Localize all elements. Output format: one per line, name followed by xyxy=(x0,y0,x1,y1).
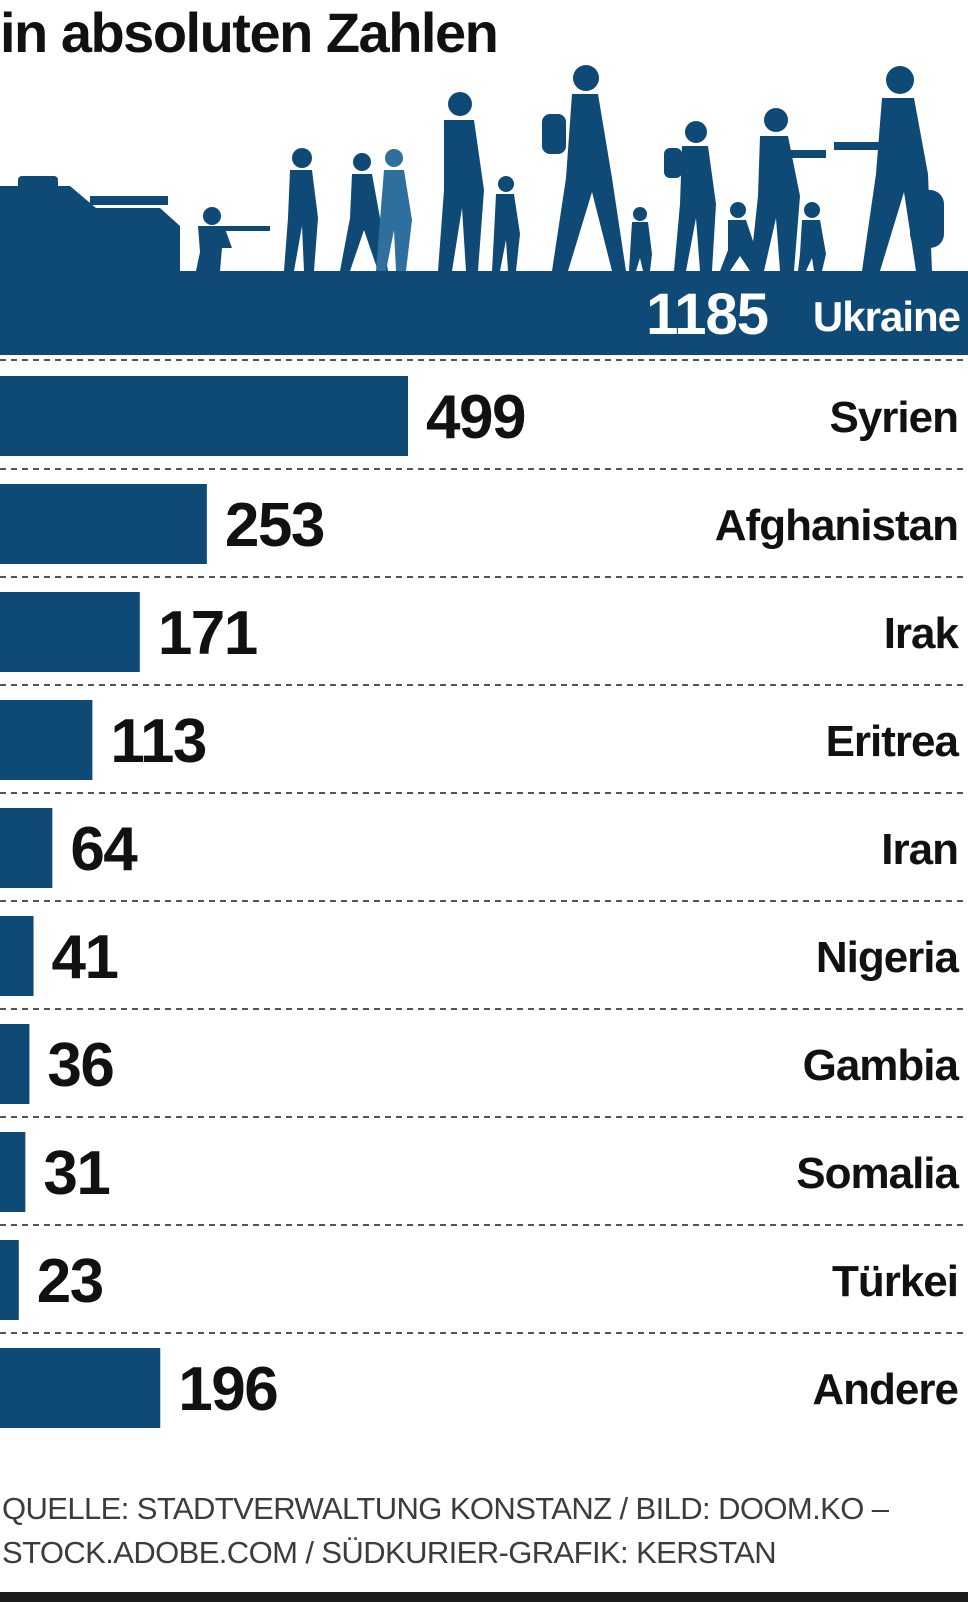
data-label-türkei: 23 xyxy=(37,1247,103,1316)
category-label-gambia: Gambia xyxy=(803,1041,960,1090)
category-label-iran: Iran xyxy=(881,825,958,874)
data-label-andere: 196 xyxy=(178,1355,277,1424)
source-line-1: QUELLE: STADTVERWALTUNG KONSTANZ / BILD:… xyxy=(2,1491,889,1526)
bar-gambia xyxy=(0,1024,30,1104)
data-label-somalia: 31 xyxy=(43,1139,109,1208)
bar-andere xyxy=(0,1348,161,1428)
bar-chart: 499 Syrien 253 Afghanistan 171 Irak 113 Eritrea… xyxy=(0,358,968,1438)
data-label-afghanistan: 253 xyxy=(225,491,324,560)
source-line-2: STOCK.ADOBE.COM / SÜDKURIER-GRAFIK: KERS… xyxy=(2,1535,777,1570)
bar-syrien xyxy=(0,376,408,456)
category-label-irak: Irak xyxy=(884,609,960,658)
bar-irak xyxy=(0,592,140,672)
refugees-walking-illustration xyxy=(0,65,944,271)
highlight-value: 1185 xyxy=(646,282,769,347)
data-label-gambia: 36 xyxy=(47,1031,113,1100)
chart-subtitle: in absoluten Zahlen xyxy=(0,1,499,64)
category-label-afghanistan: Afghanistan xyxy=(715,501,958,550)
data-label-nigeria: 41 xyxy=(52,923,118,992)
bottom-rule xyxy=(0,1592,968,1602)
data-label-irak: 171 xyxy=(158,599,257,668)
data-label-iran: 64 xyxy=(70,815,138,884)
source-credit: QUELLE: STADTVERWALTUNG KONSTANZ / BILD:… xyxy=(2,1487,962,1575)
bar-iran xyxy=(0,808,53,888)
category-label-nigeria: Nigeria xyxy=(816,933,960,982)
bar-chart-canvas: 499 Syrien 253 Afghanistan 171 Irak 113 Eritrea… xyxy=(0,359,968,1428)
category-label-andere: Andere xyxy=(812,1365,958,1414)
bar-eritrea xyxy=(0,700,93,780)
category-label-eritrea: Eritrea xyxy=(826,717,960,766)
data-label-syrien: 499 xyxy=(426,383,525,452)
highlight-band xyxy=(0,271,968,355)
category-label-somalia: Somalia xyxy=(796,1149,959,1198)
category-label-türkei: Türkei xyxy=(832,1257,958,1306)
highlight-label: Ukraine xyxy=(812,293,961,340)
hero-banner: 1185 Ukraine xyxy=(0,58,968,358)
bar-nigeria xyxy=(0,916,34,996)
bar-afghanistan xyxy=(0,484,207,564)
bar-somalia xyxy=(0,1132,26,1212)
data-label-eritrea: 113 xyxy=(110,707,206,776)
category-label-syrien: Syrien xyxy=(829,393,958,442)
bar-türkei xyxy=(0,1240,19,1320)
